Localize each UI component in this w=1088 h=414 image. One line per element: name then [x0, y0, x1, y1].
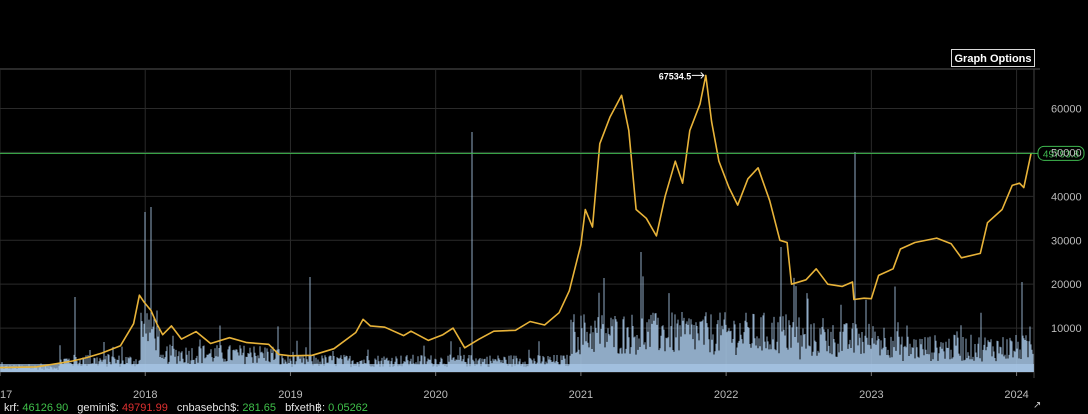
axis-layer: 10000 20000 30000 40000 50000 60000 2017 2018 20…: [0, 104, 1082, 401]
x-tick-label: 2021: [569, 389, 593, 401]
peak-arrow-icon: [691, 72, 705, 79]
y-tick-label: 10000: [1051, 323, 1082, 335]
price-line-layer: [0, 74, 1032, 369]
y-tick-label: 50000: [1051, 147, 1082, 159]
price-line: [0, 74, 1032, 369]
ticker-value: 46126.90: [22, 402, 69, 414]
x-tick-label: 2023: [859, 389, 883, 401]
x-tick-label: 2018: [133, 389, 157, 401]
ticker-label: cnbasebch$:: [176, 402, 240, 414]
scroll-handle-icon[interactable]: ↗: [1033, 400, 1042, 411]
x-tick-label: 2024: [1004, 389, 1028, 401]
y-tick-label: 60000: [1051, 104, 1082, 116]
current-price-label: 49793.8: [1043, 149, 1080, 160]
peak-annotation-label: 67534.5: [659, 71, 692, 81]
x-tick-label: 2019: [278, 389, 302, 401]
x-tick-label: 2022: [714, 389, 738, 401]
ticker-item-krf[interactable]: krf: 46126.90: [4, 402, 71, 414]
ticker-item-cnbasebch[interactable]: cnbasebch$: 281.65: [177, 402, 279, 414]
ticker-value: 281.65: [242, 402, 276, 414]
ticker-label: gemini$:: [77, 402, 119, 414]
volume-base: [0, 364, 1034, 372]
x-tick-label: 2017: [0, 389, 12, 401]
ticker-item-gemini[interactable]: gemini$: 49791.99: [77, 402, 171, 414]
ticker-value: 0.05262: [328, 402, 368, 414]
ticker-label: bfxeth฿:: [285, 402, 326, 414]
volume-bar: [0, 132, 1034, 372]
ticker-item-bfxeth[interactable]: bfxeth฿: 0.05262: [285, 402, 368, 414]
ticker-bar: krf: 46126.90 gemini$: 49791.99 cnbasebc…: [4, 401, 374, 414]
y-tick-label: 20000: [1051, 279, 1082, 291]
y-tick-label: 40000: [1051, 191, 1082, 203]
volume-bars: [0, 132, 1034, 372]
x-tick-label: 2020: [423, 389, 447, 401]
annotation-layer: 49793.8 67534.5: [0, 71, 1085, 161]
graph-options-button[interactable]: Graph Options: [951, 49, 1035, 67]
ticker-label: krf:: [4, 402, 20, 414]
y-tick-label: 30000: [1051, 235, 1082, 247]
current-price-badge: [1037, 145, 1085, 161]
ticker-value: 49791.99: [121, 402, 168, 414]
